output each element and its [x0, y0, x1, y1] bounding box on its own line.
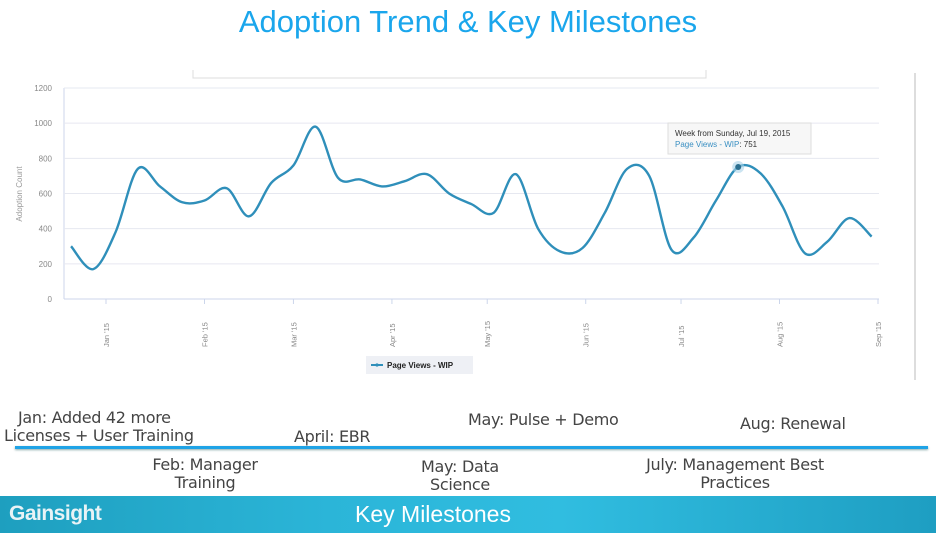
- data-point[interactable]: [780, 204, 786, 210]
- y-tick-label: 0: [48, 295, 53, 304]
- data-point[interactable]: [757, 170, 763, 176]
- x-tick-label: Feb '15: [200, 322, 209, 347]
- data-point[interactable]: [802, 250, 808, 256]
- data-point[interactable]: [491, 210, 497, 216]
- data-point[interactable]: [446, 191, 452, 197]
- legend[interactable]: Page Views - WIP: [366, 356, 473, 374]
- data-point[interactable]: [624, 166, 630, 172]
- tooltip: Week from Sunday, Jul 19, 2015 Page View…: [667, 122, 812, 155]
- chart-header-frame: [192, 70, 707, 79]
- y-tick-label: 200: [39, 260, 53, 269]
- x-tick-label: Jul '15: [677, 326, 686, 347]
- x-tick-label: May '15: [483, 321, 492, 347]
- tooltip-title: Week from Sunday, Jul 19, 2015: [675, 129, 791, 138]
- data-point[interactable]: [535, 226, 541, 232]
- data-point[interactable]: [691, 234, 697, 240]
- data-point[interactable]: [668, 247, 674, 253]
- x-tick-label: Jun '15: [582, 323, 591, 347]
- tooltip-series: Page Views - WIP: [675, 140, 739, 149]
- data-point[interactable]: [157, 183, 163, 189]
- data-point[interactable]: [602, 210, 608, 216]
- y-tick-label: 1200: [34, 84, 52, 93]
- legend-marker-icon: [375, 363, 379, 367]
- data-point[interactable]: [224, 185, 230, 191]
- data-point[interactable]: [68, 243, 74, 249]
- data-point[interactable]: [357, 176, 363, 182]
- footer-banner: Gainsight Key Milestones: [0, 496, 936, 533]
- gainsight-logo: Gainsight: [9, 502, 102, 525]
- data-point[interactable]: [113, 229, 119, 235]
- milestone-may-ds: May: Data Science: [421, 457, 499, 494]
- milestone-feb: Feb: Manager Training: [152, 455, 258, 492]
- y-tick-label: 1000: [34, 119, 52, 128]
- banner-title: Key Milestones: [355, 501, 511, 527]
- data-point[interactable]: [846, 215, 852, 221]
- x-tick-label: Aug '15: [776, 322, 785, 347]
- data-point[interactable]: [402, 178, 408, 184]
- milestone-may-pulse: May: Pulse + Demo: [468, 410, 619, 429]
- tooltip-value: : 751: [739, 140, 757, 149]
- y-tick-label: 400: [39, 225, 53, 234]
- data-point[interactable]: [268, 180, 274, 186]
- data-point[interactable]: [646, 173, 652, 179]
- data-point[interactable]: [335, 175, 341, 181]
- milestone-april: April: EBR: [294, 427, 371, 446]
- data-point[interactable]: [513, 171, 519, 177]
- data-point[interactable]: [468, 201, 474, 207]
- data-point[interactable]: [290, 162, 296, 168]
- legend-label: Page Views - WIP: [387, 361, 454, 370]
- milestone-jan-line2: Licenses + User Training: [4, 426, 194, 445]
- y-axis-label: Adoption Count: [15, 166, 24, 222]
- x-tick-label: Mar '15: [289, 322, 298, 347]
- milestone-aug: Aug: Renewal: [740, 414, 846, 433]
- data-point[interactable]: [580, 245, 586, 251]
- x-tick-label: Sep '15: [874, 322, 883, 347]
- data-point[interactable]: [713, 198, 719, 204]
- data-point[interactable]: [246, 213, 252, 219]
- data-point[interactable]: [179, 199, 185, 205]
- x-tick-label: Jan '15: [102, 323, 111, 347]
- timeline-line: [15, 446, 928, 449]
- data-point[interactable]: [90, 266, 96, 272]
- y-tick-label: 600: [39, 190, 53, 199]
- milestone-jan-line1: Jan: Added 42 more: [18, 408, 171, 427]
- data-point[interactable]: [869, 234, 875, 240]
- slide-title: Adoption Trend & Key Milestones: [238, 4, 698, 39]
- data-point[interactable]: [424, 171, 430, 177]
- data-point[interactable]: [135, 166, 141, 172]
- svg-text:Page Views - WIP: 751: Page Views - WIP: 751: [675, 140, 758, 149]
- x-tick-label: Apr '15: [388, 323, 397, 347]
- adoption-chart: 0 200 400 600 800 1000 1200 Jan '15 Feb '15 Mar …: [15, 70, 916, 380]
- data-point[interactable]: [379, 183, 385, 189]
- y-tick-label: 800: [39, 154, 53, 163]
- data-point-hover[interactable]: [735, 163, 742, 170]
- data-point[interactable]: [201, 198, 207, 204]
- data-point[interactable]: [557, 249, 563, 255]
- data-point[interactable]: [824, 239, 830, 245]
- milestone-july: July: Management Best Practices: [646, 455, 824, 492]
- data-point[interactable]: [313, 124, 319, 130]
